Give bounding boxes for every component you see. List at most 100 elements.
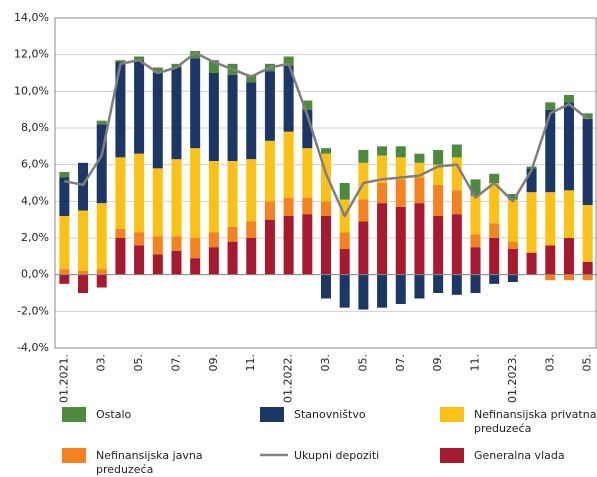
bar-segment (190, 258, 201, 275)
bar-segment (358, 199, 369, 222)
bar-segment (246, 159, 257, 222)
bar-segment (414, 153, 425, 163)
bar-segment (321, 216, 331, 275)
bar-segment (377, 146, 388, 156)
bar-segment (433, 184, 444, 216)
bar-segment (59, 177, 70, 216)
plot-frame (54, 17, 597, 349)
bar-segment (246, 221, 257, 238)
bar-segment (321, 274, 331, 299)
bar-segment (264, 219, 275, 275)
bar-segment (134, 56, 145, 61)
bar-segment (377, 274, 388, 308)
bar-segment (451, 190, 462, 215)
bar-segment (395, 179, 406, 207)
bar-segment (115, 62, 126, 158)
bar-segment (563, 274, 574, 281)
bar-segment (208, 247, 219, 275)
y-tick-label: 0,0% (21, 268, 49, 281)
bar-segment (470, 247, 481, 275)
bar-segment (152, 254, 163, 275)
bar-segment (302, 100, 313, 110)
bar-segment (545, 245, 556, 275)
bar-segment (283, 65, 294, 132)
bar-segment (507, 199, 518, 242)
y-tick-label: 10,0% (14, 84, 49, 97)
bar-segment (171, 236, 182, 251)
legend-label: Ukupni depoziti (294, 449, 380, 462)
bar-segment (227, 74, 238, 161)
legend-label: Ostalo (96, 408, 132, 421)
bar-segment (134, 153, 145, 233)
bar-segment (395, 274, 406, 304)
bar-segment (395, 206, 406, 275)
bar-segment (489, 238, 500, 275)
bar-segment (302, 214, 313, 275)
bar-segment (526, 168, 537, 193)
bar-segment (451, 144, 462, 158)
bar-segment (582, 118, 593, 205)
bar-segment (377, 183, 388, 204)
bar-segment (358, 150, 369, 163)
y-tick-label: 14,0% (14, 11, 49, 24)
x-tick-label: 11. (469, 354, 482, 372)
bar-segment (507, 274, 518, 282)
bar-segment (96, 203, 107, 270)
bar-segment (526, 252, 537, 275)
legend-swatch (62, 448, 86, 463)
x-tick-label: 05. (581, 354, 594, 372)
y-tick-label: -4,0% (17, 341, 49, 354)
y-tick-label: 6,0% (21, 158, 49, 171)
bar-segment (264, 140, 275, 202)
x-tick-label: 03. (95, 354, 108, 372)
bar-segment (246, 74, 257, 83)
bar-segment (339, 183, 350, 200)
bar-segment (190, 238, 201, 259)
y-tick-label: 8,0% (21, 121, 49, 134)
bar-segment (171, 159, 182, 237)
bar-segment (545, 102, 556, 110)
bar-segment (582, 113, 593, 119)
legend-swatch (440, 407, 464, 422)
bar-segment (433, 150, 444, 165)
bar-segment (339, 249, 350, 275)
bar-segment (78, 271, 89, 275)
bar-segment (264, 201, 275, 220)
bar-segment (78, 274, 89, 293)
bar-segment (451, 157, 462, 191)
bar-segment (59, 274, 70, 284)
bar-segment (395, 146, 406, 158)
legend-swatch (440, 448, 464, 463)
bar-segment (489, 223, 500, 238)
bar-segment (208, 73, 219, 161)
x-tick-label: 01.2021. (57, 354, 70, 403)
bar-segment (190, 51, 201, 59)
legend-label: Generalna vlada (474, 449, 565, 462)
bar-segment (470, 234, 481, 248)
bar-segment (563, 102, 574, 191)
x-tick-label: 01.2023. (506, 354, 519, 403)
bar-segment (283, 56, 294, 66)
bar-segment (152, 73, 163, 169)
bar-segment (208, 60, 219, 73)
bar-segment (302, 197, 313, 215)
bar-segment (59, 172, 70, 178)
bar-segment (152, 236, 163, 255)
bar-segment (414, 177, 425, 204)
bar-segment (414, 274, 425, 299)
bar-segment (563, 95, 574, 103)
bar-segment (283, 131, 294, 198)
bar-segment (489, 274, 500, 284)
bar-segment (96, 124, 107, 204)
x-tick-label: 11. (244, 354, 257, 372)
bar-segment (470, 274, 481, 293)
bar-segment (190, 58, 201, 149)
bar-segment (115, 228, 126, 238)
bar-segment (339, 232, 350, 249)
y-tick-label: 12,0% (14, 48, 49, 61)
x-tick-label: 09. (431, 354, 444, 372)
bar-segment (395, 157, 406, 180)
bar-segment (582, 274, 593, 281)
bar-segment (489, 183, 500, 224)
x-tick-label: 03. (543, 354, 556, 372)
